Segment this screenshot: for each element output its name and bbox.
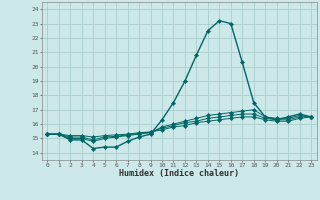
X-axis label: Humidex (Indice chaleur): Humidex (Indice chaleur) bbox=[119, 169, 239, 178]
